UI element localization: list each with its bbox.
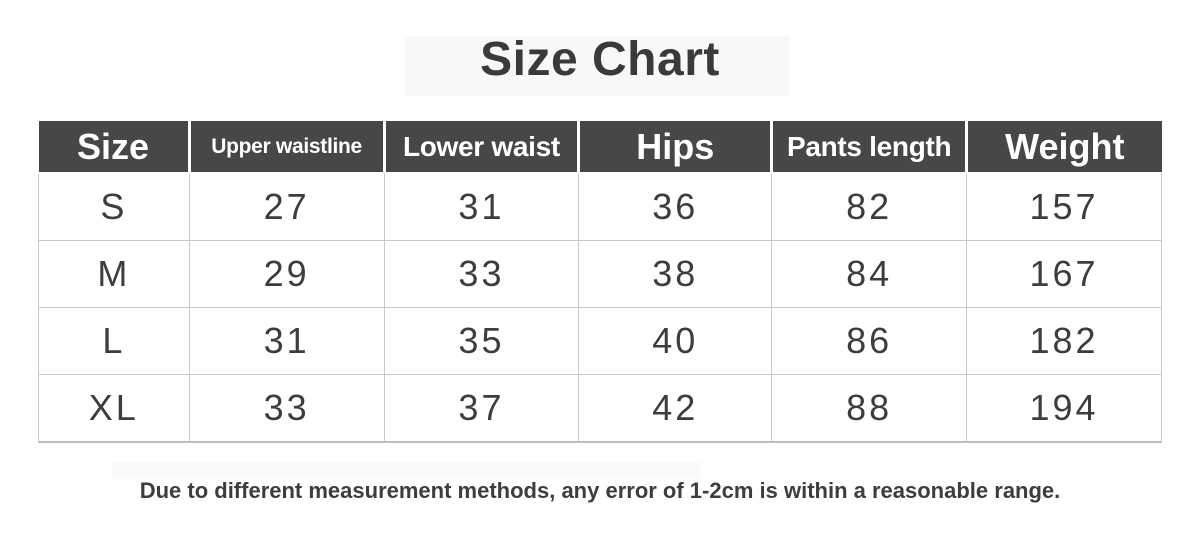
table-row: XL 33 37 42 88 194 <box>38 374 1162 443</box>
size-cell: XL <box>38 374 190 443</box>
hips-cell: 38 <box>578 240 773 308</box>
lower-waist-cell: 37 <box>383 374 580 443</box>
page-title: Size Chart <box>480 33 720 86</box>
column-header-pants-length: Pants length <box>771 121 969 174</box>
column-header-weight: Weight <box>966 121 1162 174</box>
weight-cell: 167 <box>966 240 1162 308</box>
weight-cell: 194 <box>966 374 1162 443</box>
pants-length-cell: 88 <box>771 374 968 443</box>
upper-waist-cell: 27 <box>188 172 385 241</box>
note-background-band <box>112 462 700 479</box>
lower-waist-cell: 33 <box>383 240 580 308</box>
table-header-row: Size Upper waistline Lower waist Hips Pa… <box>38 121 1162 174</box>
column-header-hips: Hips <box>578 121 774 174</box>
upper-waist-cell: 31 <box>188 307 385 375</box>
column-header-lower-waist: Lower waist <box>384 121 581 174</box>
column-header-size: Size <box>38 121 191 174</box>
size-cell: M <box>38 240 190 308</box>
column-header-upper-waistline: Upper waistline <box>189 121 386 174</box>
pants-length-cell: 84 <box>771 240 968 308</box>
title-background-band <box>405 36 790 96</box>
weight-cell: 157 <box>966 172 1162 241</box>
table-row: L 31 35 40 86 182 <box>38 307 1162 375</box>
hips-cell: 40 <box>578 307 773 375</box>
upper-waist-cell: 33 <box>188 374 385 443</box>
size-chart-table: Size Upper waistline Lower waist Hips Pa… <box>38 121 1162 443</box>
hips-cell: 36 <box>578 172 773 241</box>
measurement-note: Due to different measurement methods, an… <box>139 478 1061 503</box>
weight-cell: 182 <box>966 307 1162 375</box>
table-row: M 29 33 38 84 167 <box>38 240 1162 308</box>
size-cell: L <box>38 307 190 375</box>
table-row: S 27 31 36 82 157 <box>38 172 1162 241</box>
lower-waist-cell: 35 <box>383 307 580 375</box>
upper-waist-cell: 29 <box>188 240 385 308</box>
hips-cell: 42 <box>578 374 773 443</box>
pants-length-cell: 82 <box>771 172 968 241</box>
lower-waist-cell: 31 <box>383 172 580 241</box>
pants-length-cell: 86 <box>771 307 968 375</box>
size-cell: S <box>38 172 190 241</box>
